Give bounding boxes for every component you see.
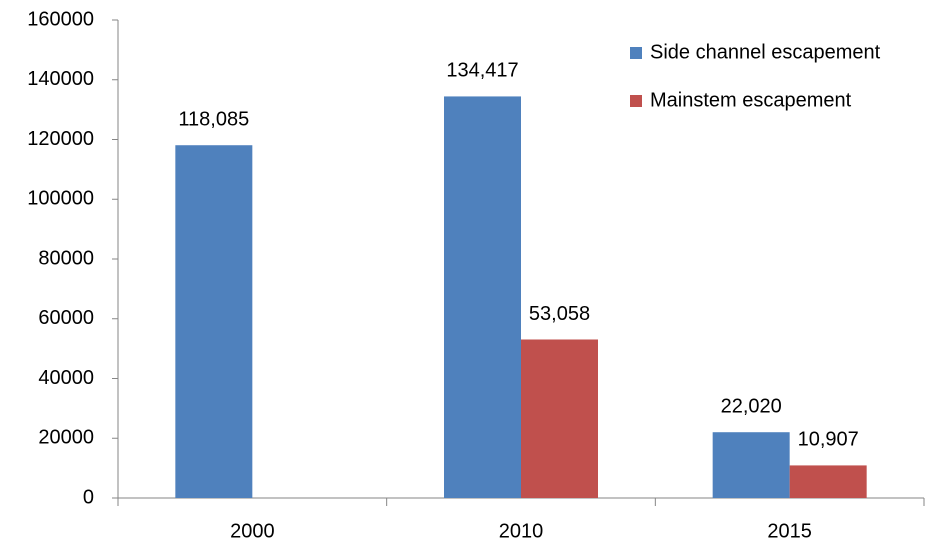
y-tick-label: 80000: [38, 247, 94, 269]
y-tick-label: 40000: [38, 367, 94, 389]
legend-swatch: [630, 47, 642, 59]
y-tick-label: 100000: [27, 188, 94, 210]
data-label: 10,907: [798, 429, 859, 451]
legend-swatch: [630, 95, 642, 107]
bar: [789, 465, 867, 498]
y-tick-label: 0: [83, 486, 94, 508]
legend-label: Side channel escapement: [650, 41, 881, 63]
data-label: 53,058: [529, 303, 590, 325]
x-tick-label: 2000: [230, 520, 275, 542]
y-tick-label: 140000: [27, 68, 94, 90]
x-tick-label: 2015: [767, 520, 812, 542]
bar: [712, 432, 790, 498]
bar: [175, 145, 253, 498]
data-label: 118,085: [178, 109, 249, 131]
legend-label: Mainstem escapement: [650, 89, 852, 111]
y-tick-label: 60000: [38, 307, 94, 329]
y-tick-label: 20000: [38, 427, 94, 449]
bar: [444, 96, 521, 499]
data-label: 22,020: [721, 395, 782, 417]
x-tick-label: 2010: [499, 520, 544, 542]
data-label: 134,417: [446, 60, 518, 82]
y-tick-label: 160000: [27, 8, 94, 30]
y-tick-label: 120000: [27, 128, 94, 150]
bar: [521, 339, 598, 498]
